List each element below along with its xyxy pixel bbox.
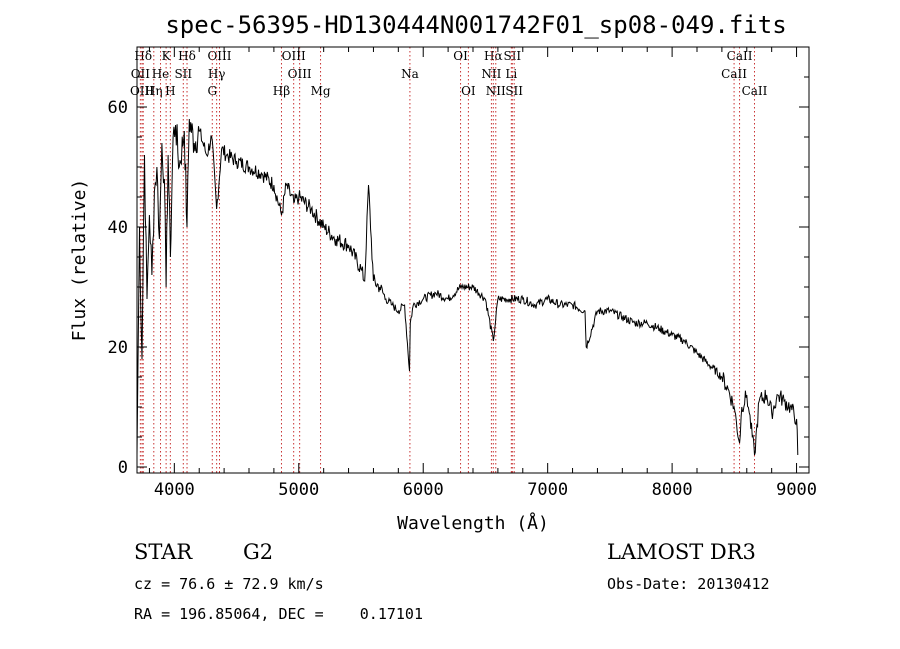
y-tick-label: 60 xyxy=(108,98,128,118)
redshift-velocity: cz = 76.6 ± 72.9 km/s xyxy=(134,575,324,593)
line-marker-label: Hβ xyxy=(273,84,290,98)
line-marker-label: Li xyxy=(505,67,517,81)
chart-title: spec-56395-HD130444N001742F01_sp08-049.f… xyxy=(165,11,786,39)
x-tick-label: 5000 xyxy=(278,480,319,500)
line-marker-label: OI xyxy=(461,84,476,98)
line-marker-label: He xyxy=(152,67,170,81)
line-marker-label: NII xyxy=(481,67,501,81)
object-class: STAR xyxy=(134,540,193,564)
line-marker-label: G xyxy=(207,84,217,98)
x-tick-label: 4000 xyxy=(154,480,195,500)
y-axis-label: Flux (relative) xyxy=(69,179,90,342)
coordinates: RA = 196.85064, DEC = 0.17101 xyxy=(134,605,423,623)
x-tick-label: 6000 xyxy=(403,480,444,500)
survey-name: LAMOST DR3 xyxy=(607,540,756,564)
line-marker-label: K xyxy=(162,49,172,63)
spectrum-line xyxy=(136,118,799,456)
plot-frame xyxy=(136,46,810,474)
line-marker-label: NII xyxy=(486,84,506,98)
line-marker-label: CaII xyxy=(742,84,768,98)
line-marker-label: Hα xyxy=(484,49,503,63)
y-tick-label: 20 xyxy=(108,338,128,358)
line-marker-label: Hδ xyxy=(178,49,196,63)
line-marker-label: SII xyxy=(503,49,521,63)
y-tick-label: 40 xyxy=(108,218,128,238)
y-tick-label: 0 xyxy=(118,458,128,478)
line-marker-label: OI xyxy=(453,49,468,63)
x-tick-label: 8000 xyxy=(652,480,693,500)
line-marker-label: OII xyxy=(131,67,151,81)
line-marker-label: Hη xyxy=(145,84,163,98)
x-tick-label: 9000 xyxy=(776,480,817,500)
line-marker-label: CaII xyxy=(727,49,753,63)
line-marker-label: Na xyxy=(401,67,419,81)
line-marker-label: Hδ xyxy=(134,49,152,63)
line-marker-label: OIII xyxy=(130,84,154,98)
line-marker-label: H xyxy=(165,84,175,98)
line-marker-label: Mg xyxy=(311,84,331,98)
line-marker-label: OIII xyxy=(282,49,306,63)
line-marker-label: OIII xyxy=(288,67,312,81)
x-tick-label: 7000 xyxy=(527,480,568,500)
line-marker-label: SII xyxy=(174,67,192,81)
line-marker-label: SII xyxy=(505,84,523,98)
x-axis-label: Wavelength (Å) xyxy=(397,512,549,534)
observation-date: Obs-Date: 20130412 xyxy=(607,575,770,593)
line-marker-label: OIII xyxy=(207,49,231,63)
line-marker-label: CaII xyxy=(721,67,747,81)
line-marker-label: Hγ xyxy=(208,67,226,81)
spectral-subclass: G2 xyxy=(243,540,274,564)
